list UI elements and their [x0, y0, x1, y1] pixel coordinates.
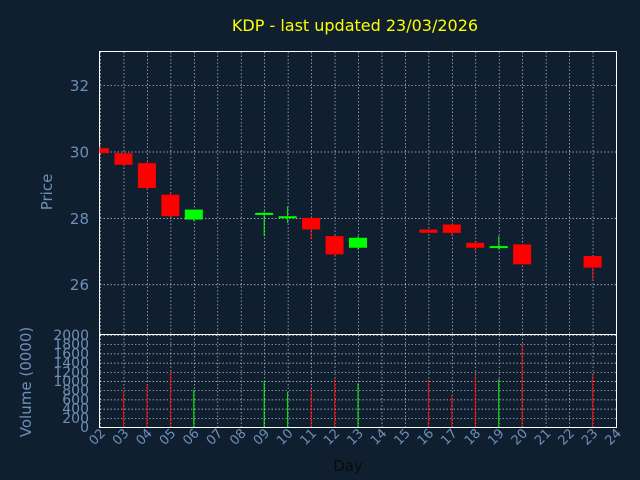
volume-tick-label: 800 — [62, 383, 89, 399]
price-tick-label: 26 — [70, 276, 89, 294]
x-tick-label: 07 — [204, 426, 226, 448]
volume-tick-label: 1000 — [53, 374, 89, 390]
volume-tick-label: 400 — [62, 402, 89, 418]
volume-tick-label: 1400 — [53, 356, 89, 372]
x-tick-label: 10 — [274, 426, 296, 448]
candle-body — [583, 256, 602, 268]
x-tick-label: 13 — [345, 426, 367, 448]
chart-title: KDP - last updated 23/03/2026 — [232, 16, 478, 35]
price-tick-label: 30 — [70, 144, 89, 162]
candle-body — [489, 246, 508, 249]
volume-axis-label: Volume (0000) — [17, 327, 35, 437]
x-tick-label: 20 — [509, 426, 531, 448]
volume-tick-label: 200 — [62, 411, 89, 427]
x-tick-label: 06 — [180, 426, 202, 448]
candle-body — [114, 153, 133, 165]
x-tick-label: 23 — [579, 426, 601, 448]
x-tick-label: 16 — [415, 426, 437, 448]
x-tick-label: 08 — [227, 426, 249, 448]
candle-body — [161, 194, 180, 217]
candle-body — [442, 224, 461, 233]
price-axis-label: Price — [38, 174, 56, 211]
x-tick-label: 17 — [438, 426, 460, 448]
volume-tick-label: 1200 — [53, 365, 89, 381]
x-tick-label: 04 — [133, 426, 155, 448]
candle-body — [419, 229, 438, 233]
candle-body — [278, 216, 297, 219]
x-tick-label: 19 — [485, 426, 507, 448]
candle-body — [137, 163, 156, 189]
candle-body — [302, 217, 321, 230]
price-tick-label: 28 — [70, 210, 89, 228]
x-tick-label: 11 — [298, 426, 320, 448]
x-tick-label: 12 — [321, 426, 343, 448]
x-tick-label: 03 — [110, 426, 132, 448]
x-tick-label: 02 — [87, 426, 109, 448]
candles — [99, 146, 602, 280]
candle-body — [100, 148, 109, 154]
x-tick-label: 15 — [391, 426, 413, 448]
candle-body — [255, 212, 274, 215]
volume-tick-label: 1600 — [53, 346, 89, 362]
candle-body — [325, 236, 344, 255]
volume-tick-label: 1800 — [53, 337, 89, 353]
x-tick-label: 09 — [251, 426, 273, 448]
x-tick-label: 21 — [532, 426, 554, 448]
candle-body — [349, 237, 367, 248]
x-tick-label: 24 — [603, 426, 625, 448]
candle-body — [184, 209, 203, 220]
x-tick-label: 14 — [368, 426, 390, 448]
axis-ticks: 02 03 04 05 06 07 08 09 10 11 12 13 14 15 16 17 18 19 20 21… — [53, 77, 624, 448]
price-panel-frame — [99, 51, 617, 335]
volume-tick-label: 0 — [80, 420, 89, 436]
x-tick-label: 22 — [556, 426, 578, 448]
volume-tick-label: 600 — [62, 392, 89, 408]
x-axis-label: Day — [333, 457, 363, 475]
x-tick-label: 18 — [462, 426, 484, 448]
candle-body — [466, 242, 485, 248]
volume-bars — [122, 344, 594, 427]
volume-tick-label: 2000 — [53, 328, 89, 344]
x-tick-label: 05 — [157, 426, 179, 448]
price-tick-label: 32 — [70, 77, 89, 95]
candle-body — [513, 244, 532, 265]
